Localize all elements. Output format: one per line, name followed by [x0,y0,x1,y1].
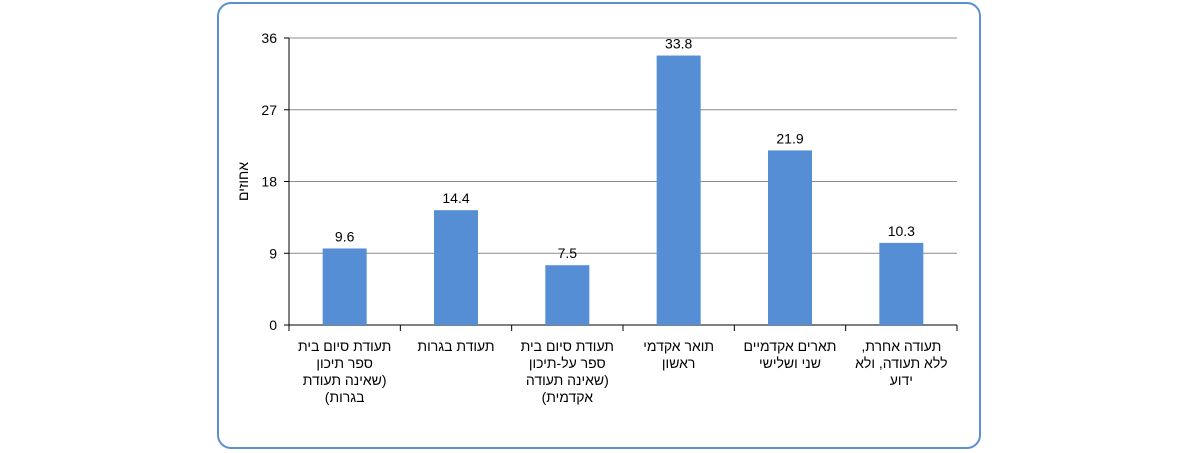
value-labels: 9.6 14.4 7.5 33.8 21.9 10.3 [335,36,915,262]
value-label-4: 33.8 [665,36,692,52]
category-label-6: תעודה אחרת, ללא תעודה, ולא ידוע [855,338,947,388]
bar-4 [656,55,701,326]
category-label-3: תעודת סיום בית ספר על-תיכון (שאינה תעודה אק… [521,338,614,405]
value-label-5: 21.9 [776,130,803,146]
axes [284,37,958,331]
y-tick-label: 0 [269,317,277,333]
category-label-5: תארים אקדמיים שני ושלישי [744,338,837,371]
chart-frame [217,2,981,449]
bar-5 [768,150,812,325]
bar-2 [434,210,478,325]
value-label-1: 9.6 [335,228,355,244]
bar-1 [322,248,367,325]
gridlines [289,37,957,254]
y-axis-label: אחוזים [235,162,251,201]
y-tick-label: 36 [261,30,277,46]
category-label-4: תואר אקדמי ראשון [643,338,714,371]
value-label-6: 10.3 [888,223,915,239]
bar-6 [879,242,924,325]
y-tick-label: 27 [261,102,277,118]
y-tick-label: 18 [261,174,277,190]
value-label-2: 14.4 [442,190,469,206]
y-tick-labels: 0 9 18 27 36 [261,30,277,333]
value-label-3: 7.5 [558,245,578,261]
category-labels: תעודת סיום בית ספר תיכון (שאינה תעודת בגרות… [298,338,948,405]
category-label-1: תעודת סיום בית ספר תיכון (שאינה תעודת בגרות… [298,338,391,405]
bar-3 [545,265,590,325]
bars [322,55,924,326]
y-tick-label: 9 [269,245,277,261]
category-label-2: תעודת בגרות [417,338,494,354]
